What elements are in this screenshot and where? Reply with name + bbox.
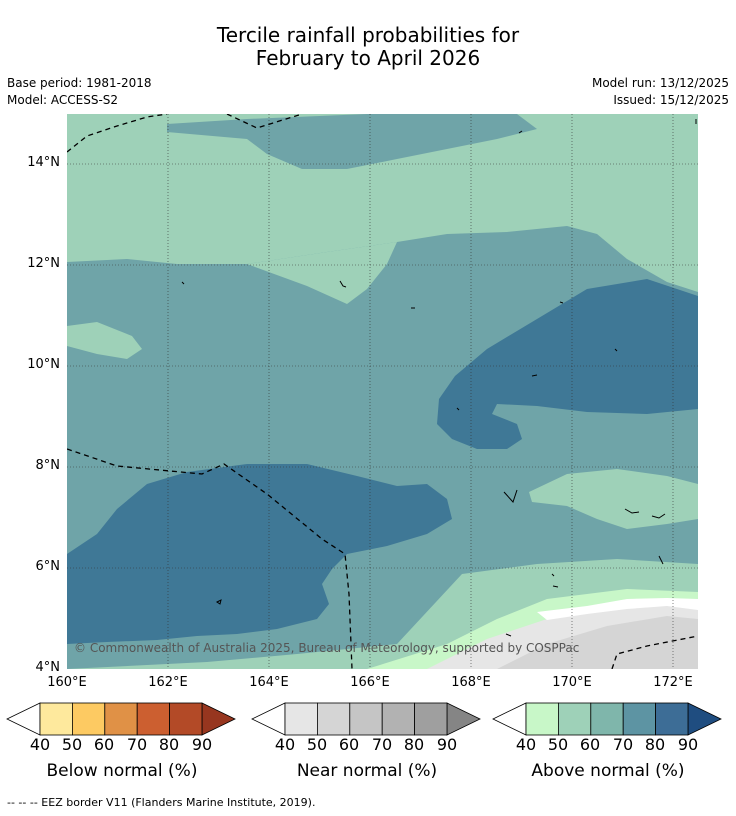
colorbar-above-min-arrow xyxy=(492,702,527,736)
region-above-50-east xyxy=(529,469,698,529)
colorbar-below-segment xyxy=(72,702,106,736)
near-tick-70: 70 xyxy=(371,735,393,754)
lon-tick-162e: 162°E xyxy=(148,675,188,690)
lon-tick-172e: 172°E xyxy=(653,675,693,690)
region-near-50 xyxy=(497,616,698,669)
lat-tick-8n: 8°N xyxy=(35,458,61,473)
map-title-line2: February to April 2026 xyxy=(255,46,481,70)
colorbar-near-min-arrow xyxy=(251,702,286,736)
lon-tick-168e: 168°E xyxy=(451,675,491,690)
above-tick-50: 50 xyxy=(547,735,569,754)
base-period: Base period: 1981-2018 xyxy=(7,76,152,90)
colorbar-above-segment xyxy=(590,702,624,736)
colorbar-below-max-arrow xyxy=(201,702,236,736)
near-tick-60: 60 xyxy=(338,735,360,754)
lat-tick-6n: 6°N xyxy=(35,559,61,574)
lon-tick-170e: 170°E xyxy=(552,675,592,690)
lat-tick-4n: 4°N xyxy=(35,660,61,675)
below-tick-80: 80 xyxy=(158,735,180,754)
below-tick-40: 40 xyxy=(29,735,51,754)
colorbar-below-segment xyxy=(136,702,170,736)
lat-tick-14n: 14°N xyxy=(27,155,60,170)
colorbar-below-segment xyxy=(39,702,73,736)
issued-date: Issued: 15/12/2025 xyxy=(613,93,729,107)
region-above-50-bulge xyxy=(247,242,397,304)
lon-tick-164e: 164°E xyxy=(249,675,289,690)
above-normal-label: Above normal (%) xyxy=(531,761,685,781)
copyright-note: © Commonwealth of Australia 2025, Bureau… xyxy=(74,641,580,655)
below-normal-label: Below normal (%) xyxy=(46,761,198,781)
colorbar-near-segment xyxy=(381,702,415,736)
colorbar-above-segment xyxy=(655,702,689,736)
model-run: Model run: 13/12/2025 xyxy=(591,76,729,90)
lon-tick-166e: 166°E xyxy=(350,675,390,690)
colorbar-below-segment xyxy=(169,702,203,736)
colorbar-below xyxy=(6,702,236,736)
colorbar-near-segment xyxy=(349,702,383,736)
model-name: Model: ACCESS-S2 xyxy=(7,93,119,107)
colorbar-near-max-arrow xyxy=(446,702,481,736)
above-tick-90: 90 xyxy=(677,735,699,754)
above-tick-70: 70 xyxy=(612,735,634,754)
region-above-60-top xyxy=(167,114,537,169)
colorbar-above-max-arrow xyxy=(687,702,722,736)
below-tick-60: 60 xyxy=(93,735,115,754)
near-tick-90: 90 xyxy=(436,735,458,754)
above-tick-60: 60 xyxy=(579,735,601,754)
colorbar-below-min-arrow xyxy=(6,702,41,736)
colorbar-above-segment xyxy=(525,702,559,736)
colorbar-near xyxy=(251,702,481,736)
near-normal-label: Near normal (%) xyxy=(296,761,438,781)
islands xyxy=(181,119,697,637)
lat-tick-12n: 12°N xyxy=(27,256,60,271)
near-tick-80: 80 xyxy=(403,735,425,754)
above-tick-80: 80 xyxy=(644,735,666,754)
near-tick-50: 50 xyxy=(306,735,328,754)
region-above-70-southwest xyxy=(67,464,452,644)
gridlines xyxy=(67,114,698,669)
colorbar-near-segment xyxy=(284,702,318,736)
map-area xyxy=(67,114,698,669)
eez-footnote: -- -- -- EEZ border V11 (Flanders Marine… xyxy=(7,796,316,809)
region-above-50-west xyxy=(67,322,142,359)
near-tick-40: 40 xyxy=(274,735,296,754)
colorbar-above-segment xyxy=(622,702,656,736)
above-tick-40: 40 xyxy=(515,735,537,754)
below-tick-50: 50 xyxy=(61,735,83,754)
colorbar-below-segment xyxy=(104,702,138,736)
colorbar-above xyxy=(492,702,722,736)
below-tick-90: 90 xyxy=(191,735,213,754)
colorbar-near-segment xyxy=(317,702,351,736)
region-above-70-east xyxy=(437,279,698,449)
eez-borders xyxy=(67,114,698,669)
colorbar-above-segment xyxy=(558,702,592,736)
region-near-white-gap xyxy=(537,598,698,620)
lat-tick-10n: 10°N xyxy=(27,357,60,372)
lon-tick-160e: 160°E xyxy=(47,675,87,690)
below-tick-70: 70 xyxy=(126,735,148,754)
colorbar-near-segment xyxy=(414,702,448,736)
map-title-line1: Tercile rainfall probabilities for xyxy=(216,23,520,47)
